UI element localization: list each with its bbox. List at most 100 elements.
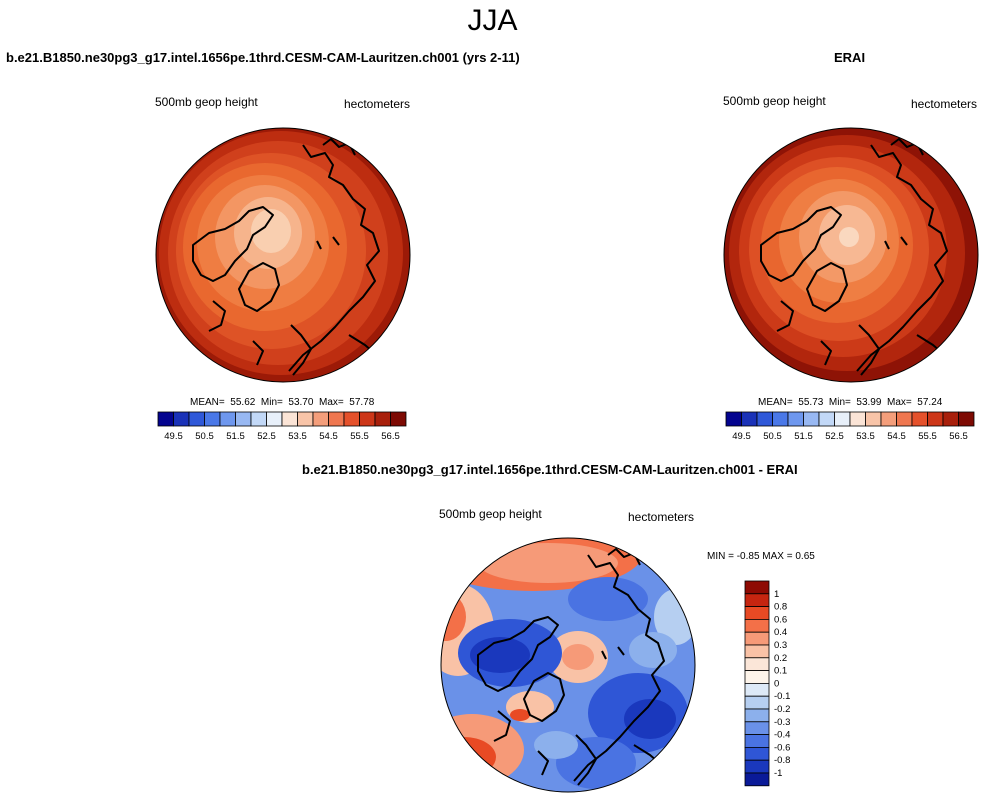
colorbar-swatch bbox=[818, 411, 835, 427]
right-min-value: 53.99 bbox=[856, 397, 882, 408]
colorbar-swatch bbox=[744, 657, 770, 672]
colorbar-swatch bbox=[741, 411, 758, 427]
colorbar-swatch bbox=[896, 411, 913, 427]
colorbar-swatch bbox=[359, 411, 376, 427]
diff-colorbar: 1 0.80.6 0.4 0.3 0.2 0.10 -0.1 -0.2 -0.3 -0.4-0.6… bbox=[744, 580, 790, 787]
colorbar-tick-label: 49.5 bbox=[164, 431, 183, 442]
colorbar-swatch bbox=[744, 695, 770, 710]
colorbar-tick-label: 54.5 bbox=[319, 431, 338, 442]
colorbar-swatch bbox=[235, 411, 252, 427]
colorbar-tick-label: 55.5 bbox=[350, 431, 369, 442]
right-max-value: 57.24 bbox=[917, 397, 943, 408]
colorbar-swatch bbox=[772, 411, 789, 427]
colorbar-swatch bbox=[188, 411, 205, 427]
left-panel-header: b.e21.B1850.ne30pg3_g17.intel.1656pe.1th… bbox=[6, 50, 520, 65]
colorbar-swatch bbox=[744, 721, 770, 736]
colorbar-tick-label: 53.5 bbox=[288, 431, 307, 442]
colorbar-tick-label: -0.6 bbox=[774, 742, 790, 753]
colorbar-swatch bbox=[744, 670, 770, 684]
left-min-label: Min= bbox=[260, 397, 283, 408]
colorbar-swatch bbox=[849, 411, 866, 427]
diff-panel-header: b.e21.B1850.ne30pg3_g17.intel.1656pe.1th… bbox=[302, 462, 798, 477]
colorbar-swatch bbox=[927, 411, 944, 427]
colorbar-swatch bbox=[374, 411, 391, 427]
colorbar-swatch bbox=[880, 411, 897, 427]
colorbar-swatch bbox=[297, 411, 314, 427]
right-polar-map bbox=[723, 127, 979, 383]
colorbar-swatch bbox=[744, 746, 770, 761]
colorbar-tick-label: 49.5 bbox=[732, 431, 751, 442]
right-stats: MEAN= 55.73 Min= 53.99 Max= 57.24 bbox=[758, 397, 942, 408]
colorbar-swatch bbox=[744, 683, 770, 697]
right-min-label: Min= bbox=[828, 397, 851, 408]
colorbar-swatch bbox=[744, 580, 770, 595]
colorbar-swatch bbox=[250, 411, 267, 427]
colorbar-swatch bbox=[390, 411, 407, 427]
colorbar-tick-label: 51.5 bbox=[794, 431, 813, 442]
colorbar-swatch bbox=[157, 411, 174, 427]
colorbar-swatch bbox=[744, 708, 770, 723]
colorbar-swatch bbox=[744, 644, 770, 659]
left-polar-map bbox=[155, 127, 411, 383]
left-variable-label: 500mb geop height bbox=[155, 95, 258, 109]
left-max-label: Max= bbox=[319, 397, 344, 408]
colorbar-tick-label: -0.1 bbox=[774, 691, 790, 702]
colorbar-swatch bbox=[744, 734, 770, 748]
right-panel-header: ERAI bbox=[834, 50, 866, 65]
right-mean-label: MEAN= bbox=[758, 397, 793, 408]
colorbar-swatch bbox=[756, 411, 773, 427]
colorbar-tick-label: -0.4 bbox=[774, 730, 790, 741]
diff-units-label: hectometers bbox=[628, 510, 695, 524]
colorbar-swatch bbox=[328, 411, 345, 427]
colorbar-tick-label: 52.5 bbox=[257, 431, 276, 442]
colorbar-swatch bbox=[911, 411, 928, 427]
colorbar-tick-label: 0.8 bbox=[774, 602, 787, 613]
colorbar-swatch bbox=[725, 411, 742, 427]
colorbar-swatch bbox=[942, 411, 959, 427]
colorbar-swatch bbox=[744, 593, 770, 608]
right-mean-value: 55.73 bbox=[798, 397, 824, 408]
colorbar-swatch bbox=[312, 411, 329, 427]
colorbar-tick-label: 1 bbox=[774, 589, 779, 600]
right-max-label: Max= bbox=[887, 397, 912, 408]
left-colorbar: 49.5 50.5 51.5 52.5 53.5 54.5 55.5 56.5 bbox=[157, 411, 407, 442]
left-mean-value: 55.62 bbox=[230, 397, 256, 408]
colorbar-tick-label: 50.5 bbox=[763, 431, 782, 442]
colorbar-swatch bbox=[343, 411, 360, 427]
colorbar-swatch bbox=[281, 411, 298, 427]
right-colorbar: 49.5 50.5 51.5 52.5 53.5 54.5 55.5 56.5 bbox=[725, 411, 975, 442]
right-variable-label: 500mb geop height bbox=[723, 94, 826, 108]
colorbar-tick-label: 0.6 bbox=[774, 614, 787, 625]
colorbar-swatch bbox=[744, 606, 770, 620]
colorbar-swatch bbox=[219, 411, 236, 427]
colorbar-tick-label: 0.2 bbox=[774, 653, 787, 664]
right-units-label: hectometers bbox=[911, 97, 978, 111]
colorbar-swatch bbox=[744, 772, 770, 787]
left-max-value: 57.78 bbox=[349, 397, 375, 408]
colorbar-tick-label: 0.1 bbox=[774, 666, 787, 677]
colorbar-tick-label: 52.5 bbox=[825, 431, 844, 442]
colorbar-swatch bbox=[173, 411, 190, 427]
page-title: JJA bbox=[467, 4, 518, 37]
colorbar-swatch bbox=[834, 411, 851, 427]
colorbar-tick-label: 0.4 bbox=[774, 627, 787, 638]
colorbar-tick-label: 55.5 bbox=[918, 431, 937, 442]
left-min-value: 53.70 bbox=[288, 397, 314, 408]
colorbar-tick-label: 0 bbox=[774, 678, 779, 689]
colorbar-tick-label: 54.5 bbox=[887, 431, 906, 442]
colorbar-tick-label: 53.5 bbox=[856, 431, 875, 442]
colorbar-swatch bbox=[266, 411, 283, 427]
left-units-label: hectometers bbox=[344, 97, 411, 111]
colorbar-swatch bbox=[865, 411, 882, 427]
colorbar-swatch bbox=[744, 631, 770, 646]
colorbar-swatch bbox=[204, 411, 221, 427]
colorbar-tick-label: -0.3 bbox=[774, 717, 790, 728]
colorbar-tick-label: 56.5 bbox=[381, 431, 400, 442]
colorbar-tick-label: 51.5 bbox=[226, 431, 245, 442]
diff-minmax: MIN = -0.85 MAX = 0.65 bbox=[707, 551, 815, 562]
diff-polar-map bbox=[440, 537, 696, 793]
colorbar-swatch bbox=[787, 411, 804, 427]
colorbar-swatch bbox=[958, 411, 975, 427]
colorbar-swatch bbox=[744, 619, 770, 633]
diff-variable-label: 500mb geop height bbox=[439, 507, 542, 521]
